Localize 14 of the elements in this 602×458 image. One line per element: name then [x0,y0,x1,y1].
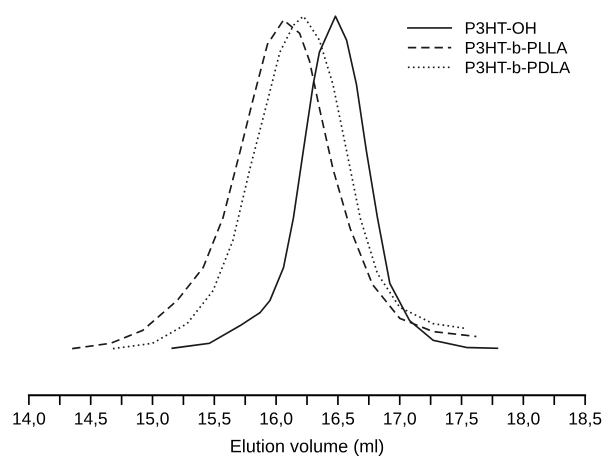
legend-label: P3HT-OH [466,22,536,34]
x-tick-label: 15,5 [198,412,230,427]
x-tick-label: 14,5 [75,412,107,427]
x-axis-title: Elution volume (ml) [231,439,384,456]
x-tick-label: 15,0 [136,412,169,427]
legend-label: P3HT-b-PLLA [466,41,568,54]
x-tick-label: 18,0 [508,412,540,427]
x-tick-label: 16,5 [322,412,354,427]
x-tick-label: 17,5 [446,412,478,427]
x-tick-label: 17,0 [384,412,416,427]
x-tick-label: 14,0 [13,412,46,427]
x-tick-label: 18,5 [570,412,602,427]
legend-label: P3HT-b-PDLA [466,61,570,74]
x-tick-label: 16,0 [260,412,292,427]
